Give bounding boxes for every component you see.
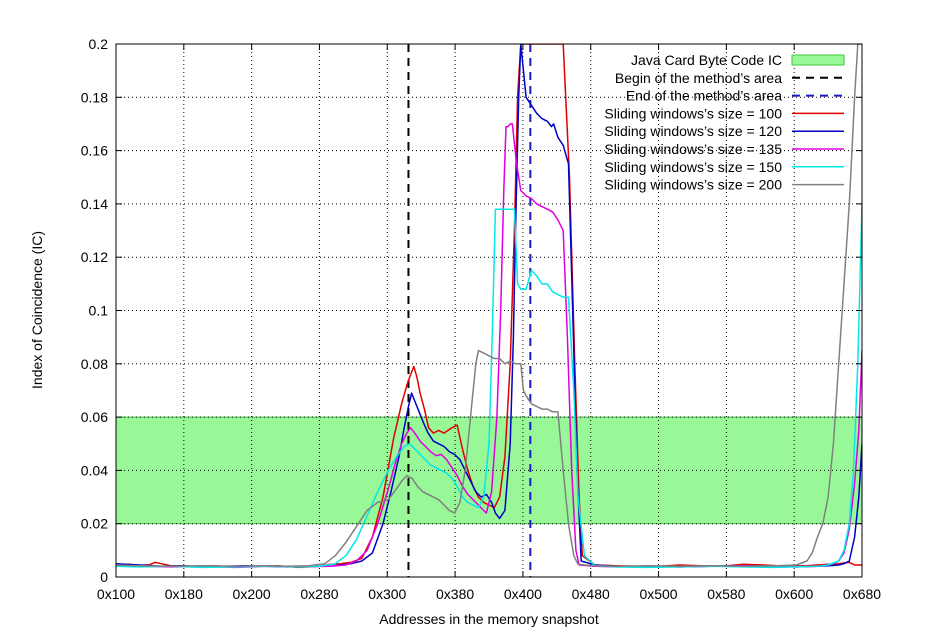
grid-lines	[116, 44, 862, 577]
y-tick-label: 0.16	[81, 143, 108, 159]
series-lines	[116, 44, 862, 569]
x-tick-label: 0x680	[843, 586, 881, 602]
x-tick-label: 0x380	[436, 586, 474, 602]
x-tick-label: 0x300	[368, 586, 406, 602]
y-tick-label: 0.2	[89, 36, 109, 52]
x-tick-label: 0x580	[707, 586, 745, 602]
x-tick-label: 0x280	[300, 586, 338, 602]
y-tick-label: 0.08	[81, 356, 108, 372]
x-tick-label: 0x400	[504, 586, 542, 602]
y-tick-label: 0.04	[81, 462, 108, 478]
axis-ticks: 0x100 0x180 0x200 0x280 0x300 0x380 0x400 0x480…	[81, 36, 882, 602]
y-tick-label: 0.12	[81, 249, 108, 265]
legend-label: Sliding windows’s size = 120	[604, 123, 782, 139]
legend-label: Sliding windows’s size = 100	[604, 105, 782, 121]
legend-label: Sliding windows’s size = 150	[604, 159, 782, 175]
y-tick-label: 0.02	[81, 516, 108, 532]
x-tick-label: 0x100	[97, 586, 135, 602]
x-tick-label: 0x180	[165, 586, 203, 602]
legend-label: Sliding windows’s size = 200	[604, 177, 782, 193]
x-tick-label: 0x600	[775, 586, 813, 602]
method-area-lines	[407, 44, 532, 577]
y-tick-label: 0	[100, 569, 108, 585]
legend: Java Card Byte Code IC Begin of the metho…	[604, 52, 845, 193]
y-tick-label: 0.06	[81, 409, 108, 425]
legend-label: Java Card Byte Code IC	[631, 52, 782, 68]
legend-swatch	[791, 54, 845, 66]
x-tick-label: 0x480	[572, 586, 610, 602]
y-axis-title: Index of Coincidence (IC)	[29, 231, 45, 389]
legend-label: End of the method’s area	[626, 88, 782, 104]
y-tick-label: 0.18	[81, 89, 108, 105]
legend-label: Sliding windows’s size = 135	[604, 141, 782, 157]
y-tick-label: 0.1	[89, 303, 109, 319]
series-line	[116, 44, 862, 568]
x-tick-label: 0x200	[233, 586, 271, 602]
x-axis-title: Addresses in the memory snapshot	[379, 611, 599, 627]
y-tick-label: 0.14	[81, 196, 108, 212]
legend-label: Begin of the method’s area	[615, 70, 782, 86]
x-tick-label: 0x500	[639, 586, 677, 602]
